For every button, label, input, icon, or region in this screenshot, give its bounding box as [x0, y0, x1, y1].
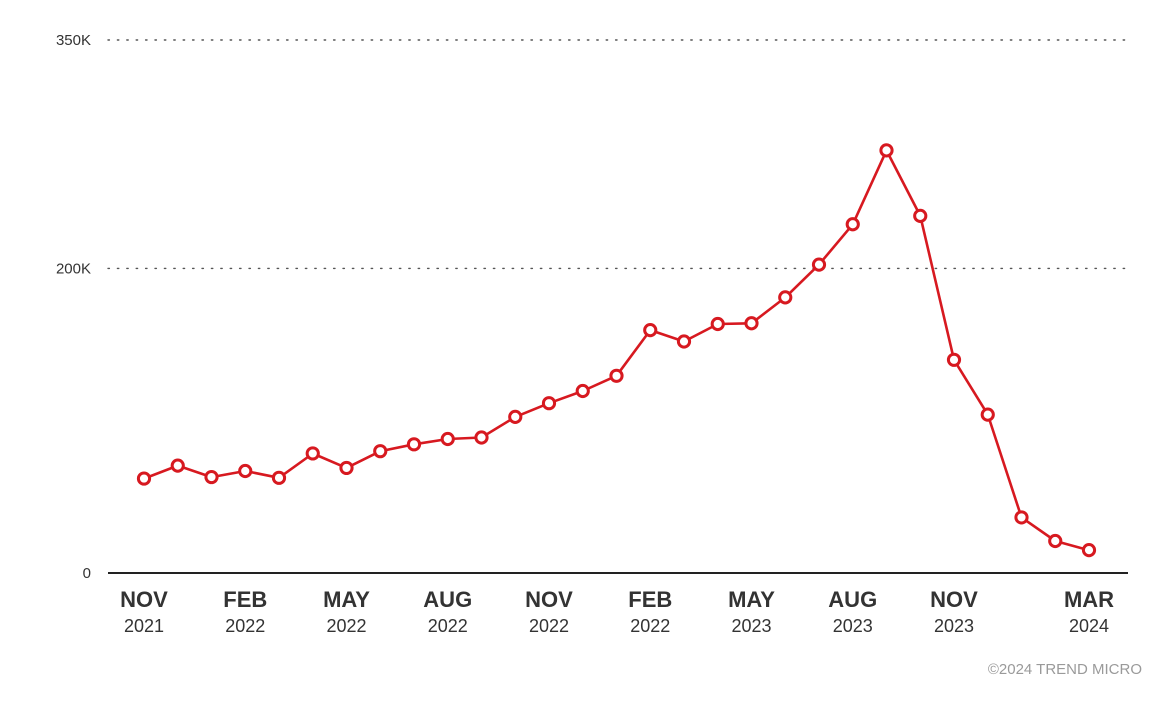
- data-point: [609, 368, 624, 383]
- data-point: [305, 446, 320, 461]
- data-point: [575, 383, 590, 399]
- x-tick-year: 2024: [1069, 616, 1109, 636]
- data-point: [440, 431, 455, 447]
- data-point: [710, 316, 725, 332]
- data-point: [204, 469, 219, 485]
- x-tick-year: 2022: [225, 616, 265, 636]
- x-tick-month: FEB: [223, 587, 267, 612]
- x-tick-year: 2022: [428, 616, 468, 636]
- x-tick-month: NOV: [525, 587, 573, 612]
- x-tick-month: MAY: [323, 587, 370, 612]
- data-point: [643, 323, 658, 338]
- data-points: [136, 143, 1097, 558]
- y-tick-label: 350K: [56, 32, 91, 49]
- data-point: [508, 409, 523, 425]
- data-point: [946, 352, 962, 367]
- x-axis-ticks: NOV 2021 FEB 2022 MAY 2022 AUG 2022 NOV 2022 FEB 20…: [120, 587, 1114, 636]
- gridlines: [107, 39, 1129, 270]
- data-point: [778, 290, 793, 305]
- data-point: [136, 471, 152, 486]
- y-tick-label: 0: [83, 565, 91, 582]
- x-tick-year: 2023: [731, 616, 771, 636]
- data-point: [238, 463, 253, 479]
- x-tick-month: FEB: [628, 587, 672, 612]
- x-tick-month: AUG: [423, 587, 472, 612]
- x-tick-year: 2022: [326, 616, 366, 636]
- x-tick-month: NOV: [930, 587, 978, 612]
- data-point: [373, 444, 388, 459]
- data-point: [676, 334, 692, 349]
- y-tick-label: 200K: [56, 260, 91, 277]
- x-tick-year: 2023: [934, 616, 974, 636]
- data-point: [170, 458, 185, 473]
- data-point: [541, 396, 557, 411]
- data-point: [913, 208, 928, 223]
- data-point: [811, 257, 827, 272]
- data-point: [980, 407, 995, 422]
- copyright-credit: ©2024 TREND MICRO: [988, 661, 1142, 678]
- data-point: [1081, 543, 1097, 558]
- data-point: [744, 316, 759, 331]
- data-point: [845, 217, 860, 232]
- x-tick-month: MAR: [1064, 587, 1114, 612]
- data-point: [474, 430, 489, 445]
- data-point: [879, 143, 894, 158]
- data-point: [1048, 533, 1063, 549]
- x-tick-year: 2022: [529, 616, 569, 636]
- x-tick-month: NOV: [120, 587, 168, 612]
- data-point: [406, 437, 422, 452]
- y-axis-ticks: 0 200K 350K: [56, 32, 91, 582]
- series-line: [143, 149, 1090, 552]
- x-tick-month: AUG: [828, 587, 877, 612]
- data-point: [271, 470, 287, 485]
- x-tick-year: 2023: [833, 616, 873, 636]
- data-point: [339, 460, 354, 476]
- x-tick-year: 2022: [630, 616, 670, 636]
- data-point: [1014, 510, 1029, 525]
- x-tick-year: 2021: [124, 616, 164, 636]
- x-tick-month: MAY: [728, 587, 775, 612]
